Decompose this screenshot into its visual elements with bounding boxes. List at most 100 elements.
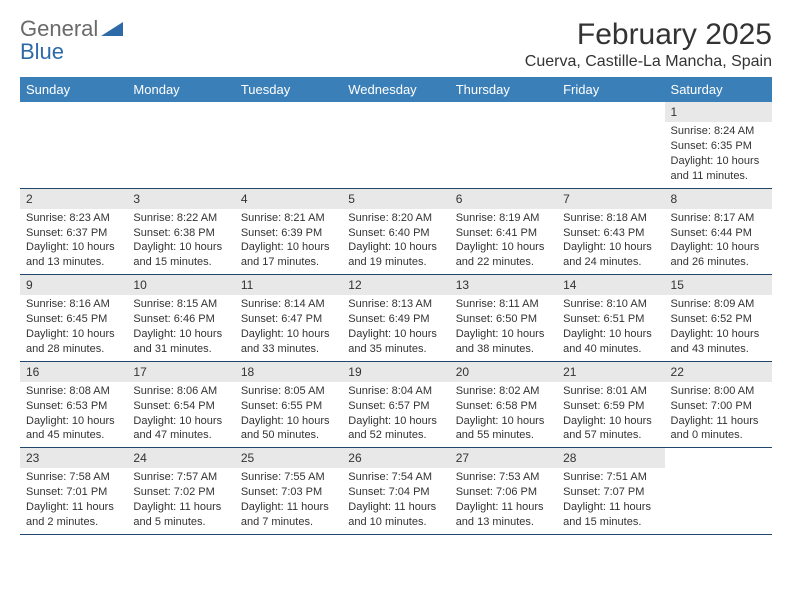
sunset-text: Sunset: 7:03 PM xyxy=(241,485,336,500)
weekday-header: Sunday xyxy=(20,77,127,102)
sunrise-text: Sunrise: 8:20 AM xyxy=(348,211,443,226)
sunrise-text: Sunrise: 8:21 AM xyxy=(241,211,336,226)
daylight-text: Daylight: 10 hours and 57 minutes. xyxy=(563,414,658,444)
daylight-text: Daylight: 10 hours and 38 minutes. xyxy=(456,327,551,357)
day-number: 6 xyxy=(450,189,557,209)
daylight-text: Daylight: 11 hours and 5 minutes. xyxy=(133,500,228,530)
day-number: 13 xyxy=(450,275,557,295)
sunrise-text: Sunrise: 8:22 AM xyxy=(133,211,228,226)
day-number: 15 xyxy=(665,275,772,295)
day-cell xyxy=(342,102,449,188)
day-body: Sunrise: 8:02 AMSunset: 6:58 PMDaylight:… xyxy=(450,384,557,443)
day-cell: 28Sunrise: 7:51 AMSunset: 7:07 PMDayligh… xyxy=(557,448,664,534)
daylight-text: Daylight: 10 hours and 28 minutes. xyxy=(26,327,121,357)
day-cell: 26Sunrise: 7:54 AMSunset: 7:04 PMDayligh… xyxy=(342,448,449,534)
day-number: 11 xyxy=(235,275,342,295)
day-cell xyxy=(450,102,557,188)
day-cell: 11Sunrise: 8:14 AMSunset: 6:47 PMDayligh… xyxy=(235,275,342,361)
day-cell: 21Sunrise: 8:01 AMSunset: 6:59 PMDayligh… xyxy=(557,362,664,448)
day-body: Sunrise: 8:23 AMSunset: 6:37 PMDaylight:… xyxy=(20,211,127,270)
day-body: Sunrise: 8:09 AMSunset: 6:52 PMDaylight:… xyxy=(665,297,772,356)
sunrise-text: Sunrise: 8:23 AM xyxy=(26,211,121,226)
sunrise-text: Sunrise: 7:58 AM xyxy=(26,470,121,485)
daylight-text: Daylight: 10 hours and 43 minutes. xyxy=(671,327,766,357)
logo-word-blue: Blue xyxy=(20,39,64,64)
day-number: 3 xyxy=(127,189,234,209)
day-cell: 20Sunrise: 8:02 AMSunset: 6:58 PMDayligh… xyxy=(450,362,557,448)
calendar-page: General Blue February 2025 Cuerva, Casti… xyxy=(0,0,792,612)
day-number: 17 xyxy=(127,362,234,382)
day-body: Sunrise: 8:05 AMSunset: 6:55 PMDaylight:… xyxy=(235,384,342,443)
daylight-text: Daylight: 10 hours and 26 minutes. xyxy=(671,240,766,270)
day-body: Sunrise: 8:13 AMSunset: 6:49 PMDaylight:… xyxy=(342,297,449,356)
sunset-text: Sunset: 6:41 PM xyxy=(456,226,551,241)
day-number: 1 xyxy=(665,102,772,122)
sunset-text: Sunset: 6:54 PM xyxy=(133,399,228,414)
day-body: Sunrise: 8:20 AMSunset: 6:40 PMDaylight:… xyxy=(342,211,449,270)
weekday-header: Thursday xyxy=(450,77,557,102)
sunset-text: Sunset: 6:58 PM xyxy=(456,399,551,414)
day-body: Sunrise: 8:22 AMSunset: 6:38 PMDaylight:… xyxy=(127,211,234,270)
day-cell xyxy=(235,102,342,188)
logo-triangle-icon xyxy=(101,20,123,41)
day-body: Sunrise: 8:19 AMSunset: 6:41 PMDaylight:… xyxy=(450,211,557,270)
sunrise-text: Sunrise: 8:00 AM xyxy=(671,384,766,399)
daylight-text: Daylight: 10 hours and 47 minutes. xyxy=(133,414,228,444)
daylight-text: Daylight: 11 hours and 10 minutes. xyxy=(348,500,443,530)
day-body: Sunrise: 7:57 AMSunset: 7:02 PMDaylight:… xyxy=(127,470,234,529)
day-number: 10 xyxy=(127,275,234,295)
brand-logo: General Blue xyxy=(20,18,124,64)
sunrise-text: Sunrise: 8:04 AM xyxy=(348,384,443,399)
day-cell: 3Sunrise: 8:22 AMSunset: 6:38 PMDaylight… xyxy=(127,189,234,275)
sunset-text: Sunset: 6:39 PM xyxy=(241,226,336,241)
sunset-text: Sunset: 6:35 PM xyxy=(671,139,766,154)
weekday-header: Monday xyxy=(127,77,234,102)
sunrise-text: Sunrise: 7:53 AM xyxy=(456,470,551,485)
sunrise-text: Sunrise: 8:05 AM xyxy=(241,384,336,399)
sunrise-text: Sunrise: 8:24 AM xyxy=(671,124,766,139)
sunrise-text: Sunrise: 8:14 AM xyxy=(241,297,336,312)
day-cell: 8Sunrise: 8:17 AMSunset: 6:44 PMDaylight… xyxy=(665,189,772,275)
week-row: 9Sunrise: 8:16 AMSunset: 6:45 PMDaylight… xyxy=(20,275,772,362)
weeks-container: 1Sunrise: 8:24 AMSunset: 6:35 PMDaylight… xyxy=(20,102,772,535)
sunset-text: Sunset: 6:59 PM xyxy=(563,399,658,414)
daylight-text: Daylight: 10 hours and 11 minutes. xyxy=(671,154,766,184)
day-number: 14 xyxy=(557,275,664,295)
sunset-text: Sunset: 6:55 PM xyxy=(241,399,336,414)
sunset-text: Sunset: 6:44 PM xyxy=(671,226,766,241)
sunrise-text: Sunrise: 8:06 AM xyxy=(133,384,228,399)
sunset-text: Sunset: 7:00 PM xyxy=(671,399,766,414)
daylight-text: Daylight: 10 hours and 17 minutes. xyxy=(241,240,336,270)
week-row: 2Sunrise: 8:23 AMSunset: 6:37 PMDaylight… xyxy=(20,189,772,276)
sunrise-text: Sunrise: 8:02 AM xyxy=(456,384,551,399)
day-cell xyxy=(127,102,234,188)
day-body: Sunrise: 8:00 AMSunset: 7:00 PMDaylight:… xyxy=(665,384,772,443)
day-body: Sunrise: 8:06 AMSunset: 6:54 PMDaylight:… xyxy=(127,384,234,443)
month-year-title: February 2025 xyxy=(525,18,772,51)
daylight-text: Daylight: 10 hours and 40 minutes. xyxy=(563,327,658,357)
sunset-text: Sunset: 6:47 PM xyxy=(241,312,336,327)
daylight-text: Daylight: 11 hours and 15 minutes. xyxy=(563,500,658,530)
sunrise-text: Sunrise: 7:57 AM xyxy=(133,470,228,485)
sunset-text: Sunset: 7:02 PM xyxy=(133,485,228,500)
day-cell: 16Sunrise: 8:08 AMSunset: 6:53 PMDayligh… xyxy=(20,362,127,448)
sunrise-text: Sunrise: 8:16 AM xyxy=(26,297,121,312)
day-cell: 22Sunrise: 8:00 AMSunset: 7:00 PMDayligh… xyxy=(665,362,772,448)
day-cell: 17Sunrise: 8:06 AMSunset: 6:54 PMDayligh… xyxy=(127,362,234,448)
sunset-text: Sunset: 7:04 PM xyxy=(348,485,443,500)
day-cell: 2Sunrise: 8:23 AMSunset: 6:37 PMDaylight… xyxy=(20,189,127,275)
day-cell: 7Sunrise: 8:18 AMSunset: 6:43 PMDaylight… xyxy=(557,189,664,275)
daylight-text: Daylight: 10 hours and 45 minutes. xyxy=(26,414,121,444)
day-cell: 6Sunrise: 8:19 AMSunset: 6:41 PMDaylight… xyxy=(450,189,557,275)
sunrise-text: Sunrise: 8:18 AM xyxy=(563,211,658,226)
day-number: 12 xyxy=(342,275,449,295)
daylight-text: Daylight: 10 hours and 13 minutes. xyxy=(26,240,121,270)
daylight-text: Daylight: 10 hours and 52 minutes. xyxy=(348,414,443,444)
daylight-text: Daylight: 11 hours and 13 minutes. xyxy=(456,500,551,530)
weekday-header-row: Sunday Monday Tuesday Wednesday Thursday… xyxy=(20,77,772,102)
weekday-header: Saturday xyxy=(665,77,772,102)
location-subtitle: Cuerva, Castille-La Mancha, Spain xyxy=(525,53,772,71)
sunrise-text: Sunrise: 8:01 AM xyxy=(563,384,658,399)
day-body: Sunrise: 8:11 AMSunset: 6:50 PMDaylight:… xyxy=(450,297,557,356)
day-body: Sunrise: 7:53 AMSunset: 7:06 PMDaylight:… xyxy=(450,470,557,529)
